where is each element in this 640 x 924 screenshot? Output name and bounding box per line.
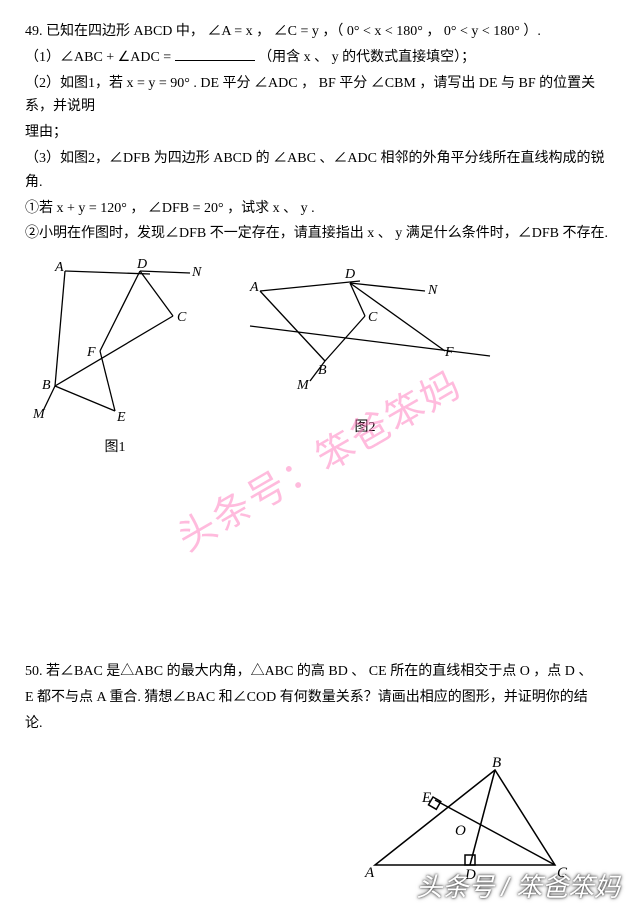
label-N: N (191, 265, 202, 280)
figure-50-svg: A B C D E O (355, 755, 575, 885)
line: 49. 已知在四边形 ABCD 中， ∠A = x ， ∠C = y ，（ 0°… (25, 20, 615, 44)
label-B: B (492, 755, 501, 771)
line: ②小明在作图时，发现∠DFB 不一定存在，请直接指出 x 、 y 满足什么条件时… (25, 222, 615, 246)
label-M: M (296, 378, 310, 393)
label-M: M (32, 407, 46, 422)
label-F: F (86, 345, 96, 360)
label-D: D (344, 267, 355, 282)
line: （2）如图1，若 x = y = 90° . DE 平分 ∠ADC ， BF 平… (25, 72, 615, 120)
label-N: N (427, 283, 438, 298)
figure-2-caption: 图2 (235, 416, 495, 440)
line: （3）如图2，∠DFB 为四边形 ABCD 的 ∠ABC 、∠ADC 相邻的外角… (25, 147, 615, 195)
label-E: E (421, 790, 431, 806)
label-D: D (464, 867, 476, 883)
blank (175, 47, 255, 61)
line: （1）∠ABC + ∠ADC = （用含 x 、 y 的代数式直接填空）； (25, 46, 615, 70)
line: 论. (25, 712, 615, 736)
label-O: O (455, 823, 466, 839)
problem-number: 50. (25, 664, 43, 679)
label-C: C (557, 865, 568, 881)
label-A: A (54, 260, 64, 275)
label-C: C (368, 310, 378, 325)
label-B: B (42, 378, 51, 393)
label-B: B (318, 363, 327, 378)
figure-1: A D N C F B M E 图1 (25, 256, 205, 460)
problem-50: 50. 若∠BAC 是△ABC 的最大内角，△ABC 的高 BD 、 CE 所在… (25, 660, 615, 885)
figure-50: A B C D E O (25, 755, 615, 885)
label-D: D (136, 257, 147, 272)
line: E 都不与点 A 重合. 猜想∠BAC 和∠COD 有何数量关系？请画出相应的图… (25, 686, 615, 710)
text: （1）∠ABC + ∠ADC = (25, 50, 175, 65)
label-A: A (249, 280, 259, 295)
line: ①若 x + y = 120° ， ∠DFB = 20° ，试求 x 、 y . (25, 197, 615, 221)
text: 已知在四边形 ABCD 中， ∠A = x ， ∠C = y ，（ 0° < x… (46, 24, 541, 39)
figure-1-svg: A D N C F B M E (25, 256, 205, 431)
figure-2: A D N C B M F 图2 (235, 256, 495, 440)
label-C: C (177, 310, 187, 325)
figure-1-caption: 图1 (25, 436, 205, 460)
text: 若∠BAC 是△ABC 的最大内角，△ABC 的高 BD 、 CE 所在的直线相… (46, 664, 592, 679)
label-F: F (444, 345, 454, 360)
figure-2-svg: A D N C B M F (235, 256, 495, 411)
line: 理由； (25, 121, 615, 145)
line: 50. 若∠BAC 是△ABC 的最大内角，△ABC 的高 BD 、 CE 所在… (25, 660, 615, 684)
problem-number: 49. (25, 24, 43, 39)
figures-row: A D N C F B M E 图1 (25, 256, 615, 460)
label-E: E (116, 410, 126, 425)
text: （用含 x 、 y 的代数式直接填空）； (258, 50, 475, 65)
problem-49: 49. 已知在四边形 ABCD 中， ∠A = x ， ∠C = y ，（ 0°… (25, 20, 615, 460)
label-A: A (364, 865, 375, 881)
